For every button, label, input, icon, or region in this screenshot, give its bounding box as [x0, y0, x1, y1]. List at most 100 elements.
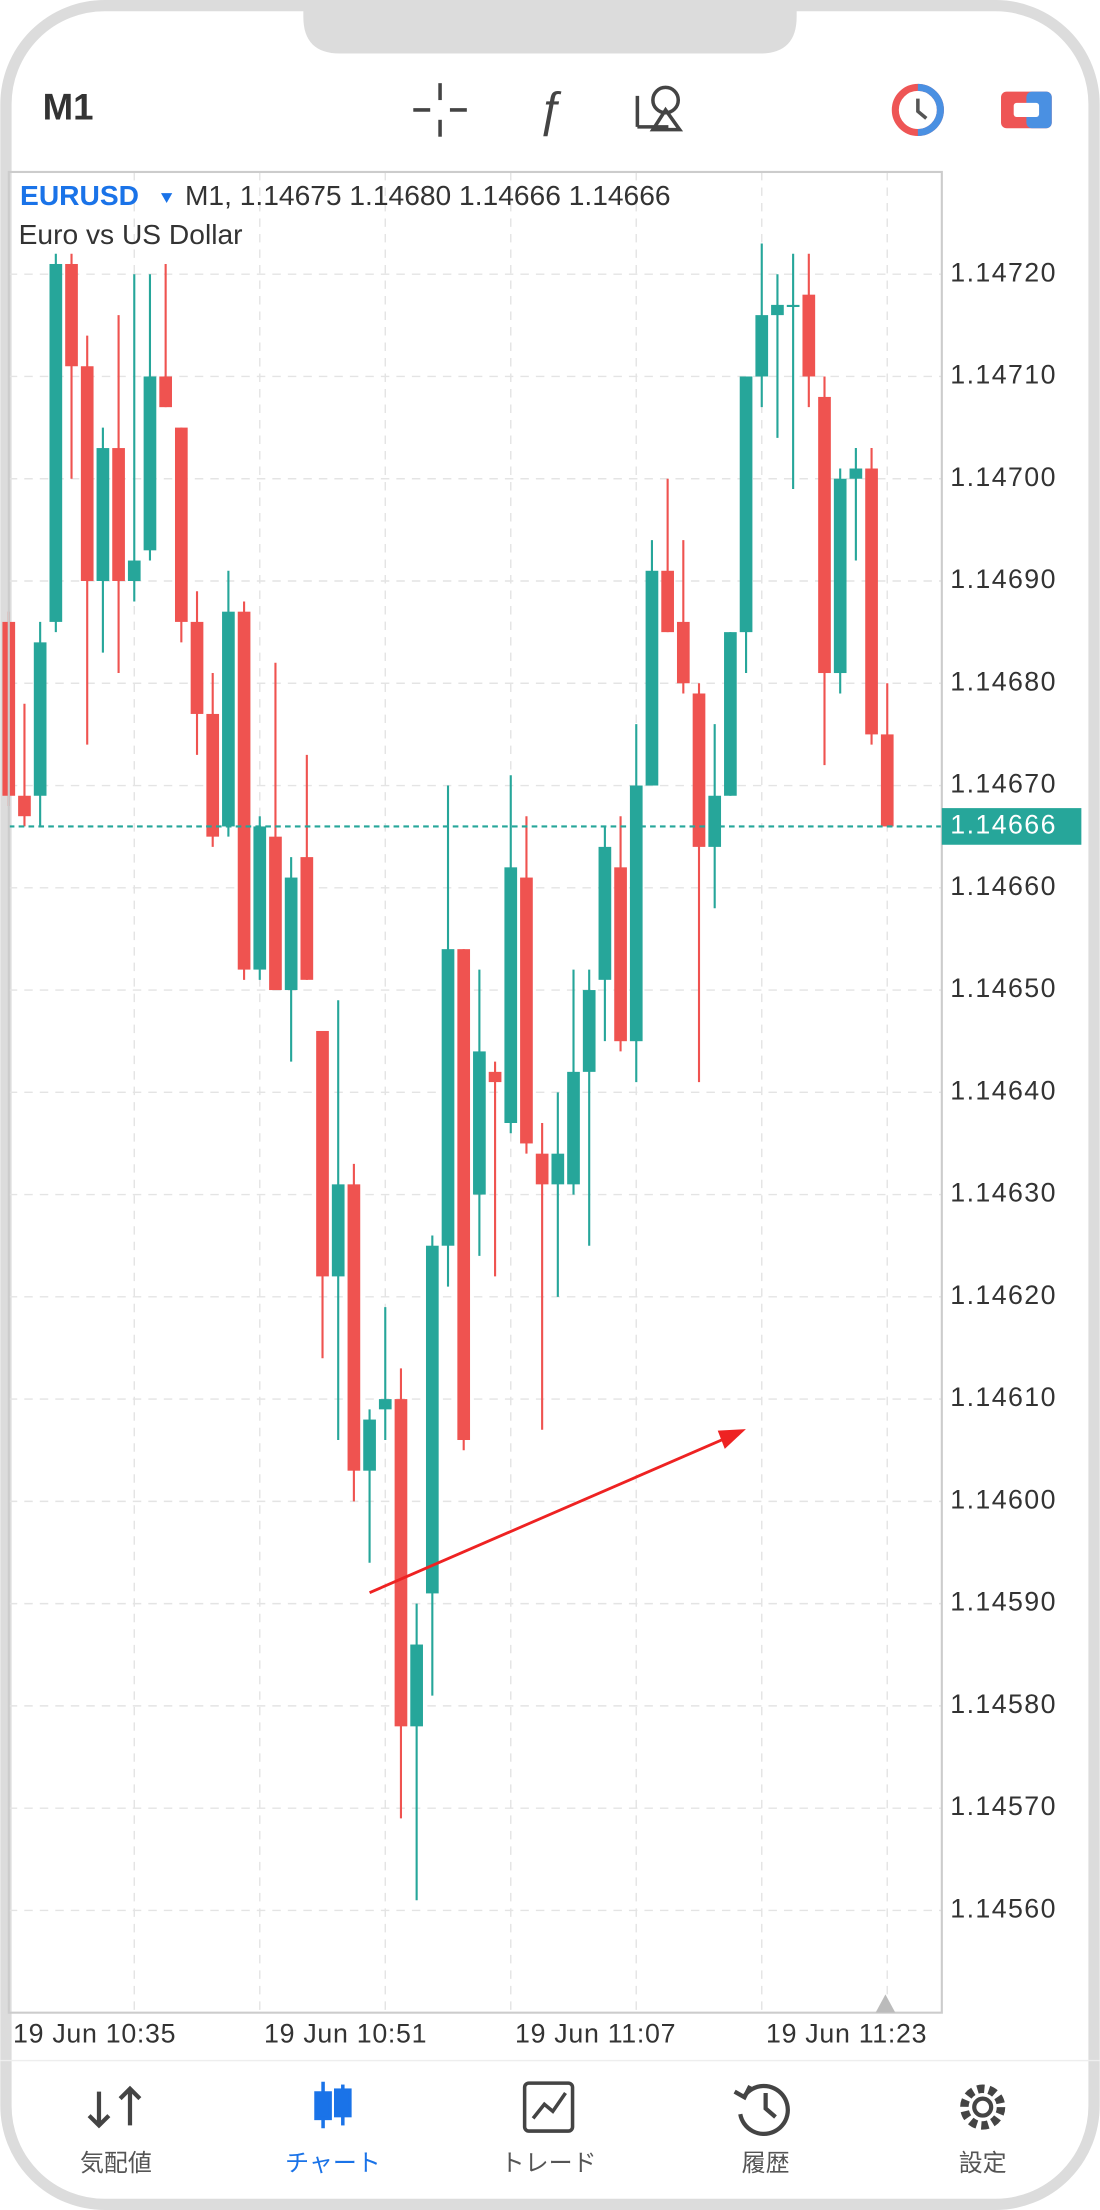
- y-tick-label: 1.14710: [950, 360, 1057, 390]
- candle-body: [65, 263, 78, 367]
- candle-body: [865, 468, 878, 735]
- x-tick-label: 19 Jun 10:51: [264, 2018, 427, 2048]
- candle-body: [378, 1399, 392, 1410]
- candle-body: [237, 611, 251, 970]
- candle-body: [692, 693, 706, 847]
- y-tick-label: 1.14660: [950, 871, 1057, 901]
- candle-body: [488, 1071, 502, 1083]
- candle-body: [96, 448, 110, 582]
- symbol[interactable]: EURUSD: [20, 179, 139, 211]
- candle-body: [786, 304, 800, 308]
- candle-body: [410, 1644, 423, 1727]
- settings-icon[interactable]: [960, 2084, 1006, 2130]
- description: Euro vs US Dollar: [19, 218, 243, 250]
- symbol-dropdown[interactable]: [160, 193, 173, 203]
- candle-body: [284, 877, 298, 991]
- trend-line[interactable]: [369, 1429, 746, 1594]
- y-tick-label: 1.14720: [950, 257, 1057, 287]
- candle-body: [425, 1245, 439, 1594]
- candle-body: [724, 632, 737, 796]
- candle-body: [708, 795, 722, 847]
- candle-body: [755, 315, 769, 377]
- current-price-box: [941, 808, 1082, 845]
- y-tick-label: 1.14620: [950, 1280, 1057, 1310]
- y-tick-label: 1.14580: [950, 1689, 1057, 1719]
- candle-body: [582, 990, 596, 1072]
- candle-body: [457, 949, 471, 1441]
- tab-label[interactable]: トレード: [501, 2150, 597, 2177]
- candle-body: [80, 366, 94, 582]
- y-tick-label: 1.14700: [950, 462, 1057, 492]
- y-tick-label: 1.14610: [950, 1382, 1057, 1412]
- account-icon[interactable]: [891, 83, 944, 137]
- candle-body: [112, 448, 125, 582]
- y-tick-label: 1.14640: [950, 1075, 1057, 1105]
- x-tick-label: 19 Jun 11:23: [766, 2018, 927, 2048]
- candle-body: [441, 949, 455, 1246]
- timeframe[interactable]: M1: [43, 87, 94, 128]
- tab-bar: 気配値 チャート トレード 履歴 設定: [80, 2150, 1007, 2177]
- candle-body: [190, 621, 204, 714]
- history-icon[interactable]: [733, 2083, 790, 2136]
- y-tick-label: 1.14690: [950, 564, 1057, 594]
- quotes-icon[interactable]: [87, 2085, 142, 2129]
- candle-body: [269, 836, 282, 991]
- y-tick-label: 1.14670: [950, 769, 1057, 799]
- plot-frame: [7, 170, 943, 2014]
- tab-label[interactable]: 設定: [959, 2150, 1007, 2177]
- y-tick-label: 1.14560: [950, 1893, 1057, 1923]
- candle-body: [818, 396, 831, 674]
- candle-body: [18, 795, 31, 817]
- candle-body: [316, 1030, 329, 1277]
- candle-body: [206, 713, 220, 837]
- candle-body: [880, 734, 894, 827]
- candle-body: [33, 642, 47, 796]
- current-price-label: 1.14666: [950, 810, 1057, 840]
- candle-body: [394, 1399, 408, 1727]
- candle-body: [849, 468, 863, 479]
- plot: [2, 171, 942, 2013]
- trade-tab-icon[interactable]: [522, 2081, 575, 2133]
- candle-body: [802, 294, 816, 377]
- candle-body: [645, 570, 659, 786]
- candle-body: [473, 1051, 486, 1195]
- quote: M1, 1.14675 1.14680 1.14666 1.14666: [185, 179, 671, 211]
- y-tick-label: 1.14650: [950, 973, 1057, 1003]
- candle-body: [159, 376, 172, 408]
- candle-body: [49, 263, 63, 622]
- candle-body: [222, 611, 235, 827]
- candle-body: [143, 376, 157, 551]
- x-tick-label: 19 Jun 11:07: [515, 2018, 676, 2048]
- candle-body: [535, 1153, 549, 1185]
- crosshair-icon[interactable]: [413, 83, 467, 137]
- x-tick-label: 19 Jun 10:35: [13, 2018, 176, 2048]
- trade-icon[interactable]: [1001, 91, 1052, 129]
- candle-body: [551, 1153, 565, 1185]
- y-tick-label: 1.14570: [950, 1791, 1057, 1821]
- objects-icon[interactable]: [635, 85, 684, 132]
- chart-icon[interactable]: [314, 2081, 352, 2129]
- candle-body: [127, 560, 141, 582]
- candle-body: [614, 867, 627, 1042]
- candle-body: [363, 1419, 376, 1471]
- tab-label[interactable]: 履歴: [742, 2150, 790, 2177]
- tab-label[interactable]: 気配値: [80, 2150, 152, 2177]
- candle-body: [174, 427, 188, 622]
- candle-body: [331, 1184, 345, 1277]
- candle-body: [739, 376, 753, 633]
- candle-body: [676, 621, 690, 684]
- candle-body: [253, 826, 267, 970]
- indicator-icon[interactable]: ƒ: [537, 83, 564, 136]
- candle-body: [520, 877, 533, 1144]
- tab-label[interactable]: チャート: [285, 2150, 381, 2177]
- candle-body: [504, 867, 518, 1123]
- y-tick-label: 1.14680: [950, 666, 1057, 696]
- candle-body: [598, 846, 612, 980]
- y-tick-label: 1.14600: [950, 1484, 1057, 1514]
- candle-body: [771, 304, 784, 316]
- chart-shift-marker[interactable]: [875, 1994, 896, 2013]
- candle-body: [661, 570, 674, 633]
- candle-body: [567, 1071, 580, 1185]
